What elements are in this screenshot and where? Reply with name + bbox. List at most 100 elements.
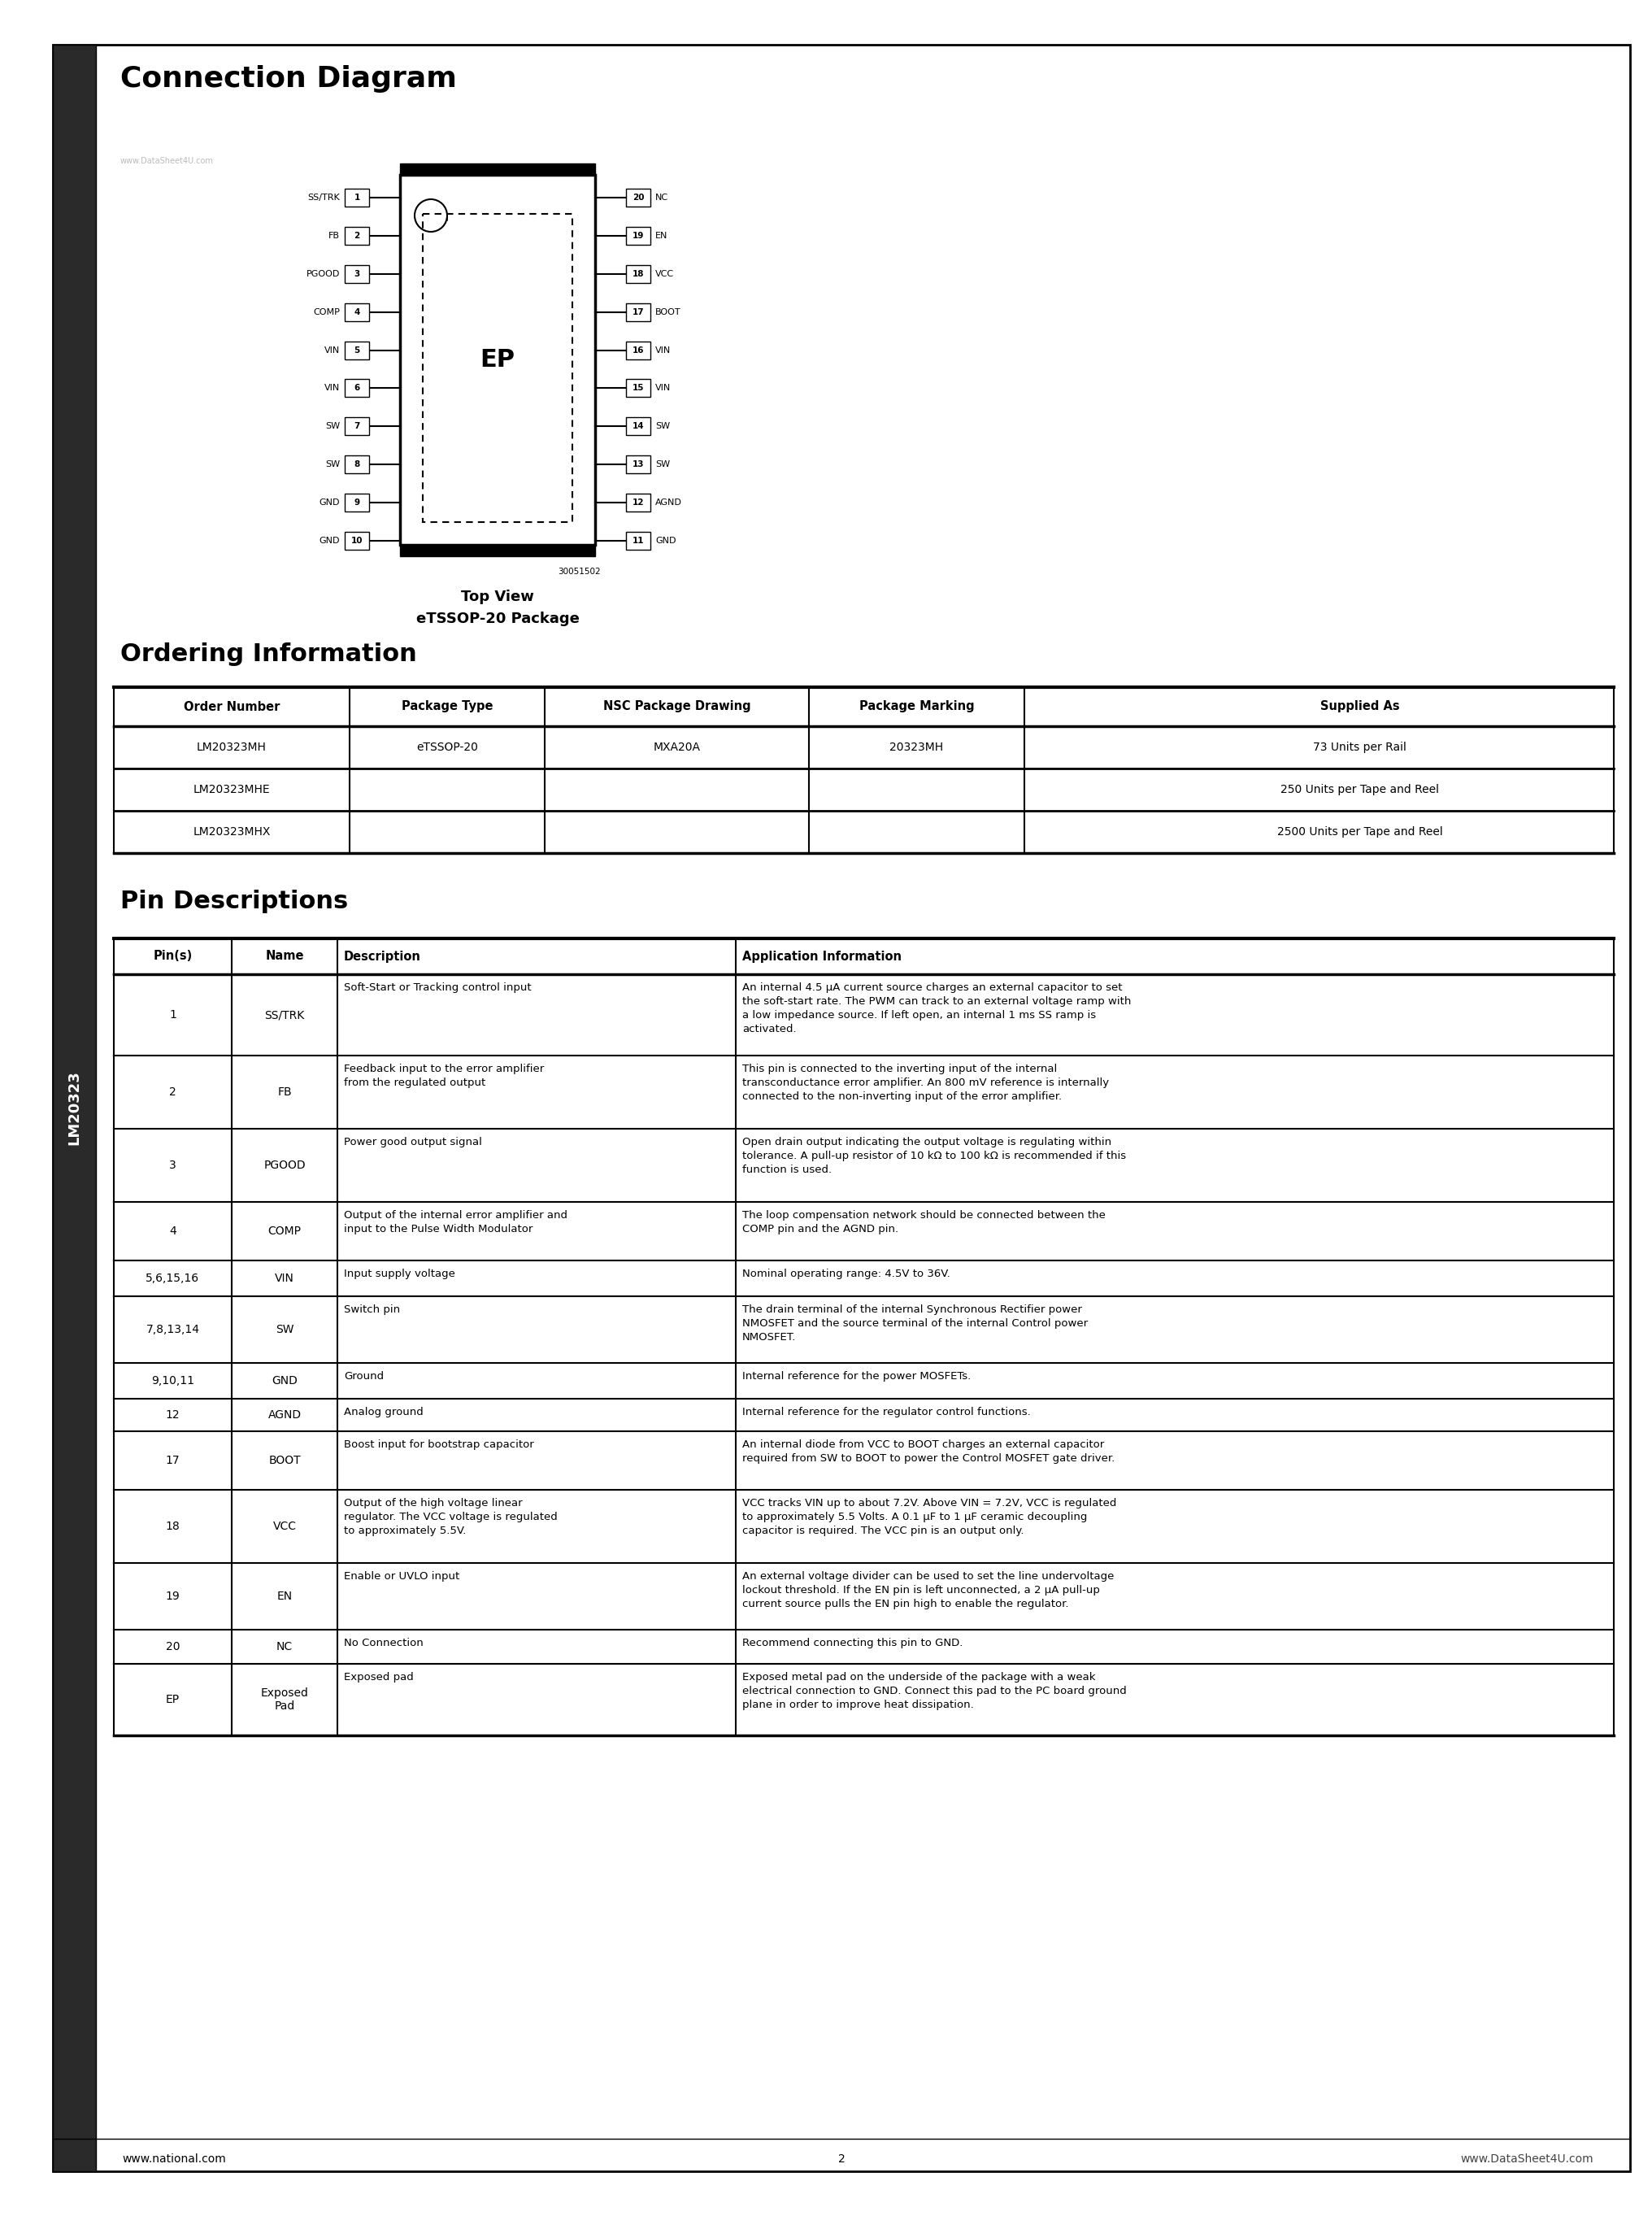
- Text: COMP pin and the AGND pin.: COMP pin and the AGND pin.: [742, 1223, 899, 1234]
- Text: SW: SW: [325, 423, 340, 430]
- Text: The drain terminal of the internal Synchronous Rectifier power: The drain terminal of the internal Synch…: [742, 1305, 1082, 1314]
- Text: An internal diode from VCC to BOOT charges an external capacitor: An internal diode from VCC to BOOT charg…: [742, 1440, 1104, 1449]
- Text: 19: 19: [165, 1591, 180, 1602]
- Text: 2500 Units per Tape and Reel: 2500 Units per Tape and Reel: [1277, 827, 1442, 838]
- Text: Analog ground: Analog ground: [344, 1407, 423, 1418]
- Text: SW: SW: [654, 423, 669, 430]
- Text: GND: GND: [271, 1376, 297, 1387]
- Text: plane in order to improve heat dissipation.: plane in order to improve heat dissipati…: [742, 1700, 973, 1711]
- Text: 20: 20: [633, 193, 644, 202]
- Text: NMOSFET.: NMOSFET.: [742, 1332, 796, 1343]
- Text: Exposed pad: Exposed pad: [344, 1671, 413, 1682]
- Text: to approximately 5.5 Volts. A 0.1 μF to 1 μF ceramic decoupling: to approximately 5.5 Volts. A 0.1 μF to …: [742, 1511, 1087, 1522]
- Text: 4: 4: [169, 1225, 177, 1237]
- Text: NC: NC: [276, 1642, 292, 1653]
- Bar: [345, 494, 368, 512]
- Text: tolerance. A pull-up resistor of 10 kΩ to 100 kΩ is recommended if this: tolerance. A pull-up resistor of 10 kΩ t…: [742, 1150, 1125, 1161]
- Text: input to the Pulse Width Modulator: input to the Pulse Width Modulator: [344, 1223, 532, 1234]
- Text: electrical connection to GND. Connect this pad to the PC board ground: electrical connection to GND. Connect th…: [742, 1686, 1127, 1697]
- Bar: [345, 226, 368, 244]
- Text: LM20323MHX: LM20323MHX: [193, 827, 271, 838]
- Text: The loop compensation network should be connected between the: The loop compensation network should be …: [742, 1210, 1105, 1221]
- Text: 20: 20: [165, 1642, 180, 1653]
- Text: Pad: Pad: [274, 1700, 294, 1711]
- Text: SS/TRK: SS/TRK: [307, 193, 340, 202]
- Text: VIN: VIN: [324, 383, 340, 392]
- Text: 30051502: 30051502: [557, 567, 600, 576]
- Text: www.DataSheet4U.com: www.DataSheet4U.com: [121, 157, 213, 164]
- Text: NMOSFET and the source terminal of the internal Control power: NMOSFET and the source terminal of the i…: [742, 1319, 1087, 1330]
- Text: lockout threshold. If the EN pin is left unconnected, a 2 μA pull-up: lockout threshold. If the EN pin is left…: [742, 1584, 1099, 1596]
- Text: Output of the internal error amplifier and: Output of the internal error amplifier a…: [344, 1210, 567, 1221]
- Text: function is used.: function is used.: [742, 1166, 831, 1174]
- Text: No Connection: No Connection: [344, 1638, 423, 1649]
- Bar: [626, 226, 651, 244]
- Text: PGOOD: PGOOD: [263, 1159, 306, 1170]
- Text: activated.: activated.: [742, 1024, 796, 1035]
- Text: 7,8,13,14: 7,8,13,14: [145, 1323, 200, 1336]
- Text: COMP: COMP: [312, 308, 340, 317]
- Bar: [400, 164, 595, 175]
- Text: 9: 9: [354, 499, 360, 507]
- Bar: [345, 266, 368, 284]
- Text: FB: FB: [329, 233, 340, 239]
- Text: regulator. The VCC voltage is regulated: regulator. The VCC voltage is regulated: [344, 1511, 557, 1522]
- Text: 250 Units per Tape and Reel: 250 Units per Tape and Reel: [1280, 784, 1439, 796]
- Text: Recommend connecting this pin to GND.: Recommend connecting this pin to GND.: [742, 1638, 963, 1649]
- Text: 7: 7: [354, 423, 360, 430]
- Bar: [345, 532, 368, 550]
- Text: Order Number: Order Number: [183, 700, 279, 714]
- Text: Internal reference for the power MOSFETs.: Internal reference for the power MOSFETs…: [742, 1372, 970, 1381]
- Text: COMP: COMP: [268, 1225, 301, 1237]
- Text: a low impedance source. If left open, an internal 1 ms SS ramp is: a low impedance source. If left open, an…: [742, 1010, 1095, 1022]
- Text: VIN: VIN: [274, 1272, 294, 1283]
- Text: required from SW to BOOT to power the Control MOSFET gate driver.: required from SW to BOOT to power the Co…: [742, 1454, 1113, 1465]
- Text: 3: 3: [354, 270, 360, 277]
- Text: Description: Description: [344, 951, 421, 962]
- Text: 18: 18: [165, 1520, 180, 1531]
- Text: Package Type: Package Type: [401, 700, 492, 714]
- Text: Connection Diagram: Connection Diagram: [121, 64, 456, 93]
- Bar: [626, 494, 651, 512]
- Bar: [53, 44, 96, 2172]
- Bar: [626, 266, 651, 284]
- Text: An internal 4.5 μA current source charges an external capacitor to set: An internal 4.5 μA current source charge…: [742, 982, 1122, 993]
- Text: SW: SW: [654, 461, 669, 468]
- Text: BOOT: BOOT: [654, 308, 681, 317]
- Text: capacitor is required. The VCC pin is an output only.: capacitor is required. The VCC pin is an…: [742, 1525, 1024, 1536]
- Bar: [626, 417, 651, 434]
- Text: VCC: VCC: [654, 270, 674, 277]
- Text: 6: 6: [354, 383, 360, 392]
- Text: Ground: Ground: [344, 1372, 383, 1381]
- Text: Internal reference for the regulator control functions.: Internal reference for the regulator con…: [742, 1407, 1031, 1418]
- Text: GND: GND: [319, 536, 340, 545]
- Text: Top View: Top View: [461, 589, 534, 605]
- Bar: [626, 456, 651, 474]
- Text: AGND: AGND: [268, 1409, 301, 1420]
- Text: EP: EP: [165, 1693, 180, 1706]
- Text: MXA20A: MXA20A: [653, 742, 700, 753]
- Text: 19: 19: [633, 233, 644, 239]
- Text: 9,10,11: 9,10,11: [150, 1376, 195, 1387]
- Text: LM20323MH: LM20323MH: [197, 742, 266, 753]
- Text: 20323MH: 20323MH: [889, 742, 943, 753]
- Text: This pin is connected to the inverting input of the internal: This pin is connected to the inverting i…: [742, 1064, 1057, 1075]
- Text: Package Marking: Package Marking: [859, 700, 973, 714]
- Text: VIN: VIN: [324, 346, 340, 355]
- Text: SS/TRK: SS/TRK: [264, 1008, 304, 1022]
- Bar: [345, 456, 368, 474]
- Text: An external voltage divider can be used to set the line undervoltage: An external voltage divider can be used …: [742, 1571, 1113, 1582]
- Text: PGOOD: PGOOD: [306, 270, 340, 277]
- Text: Input supply voltage: Input supply voltage: [344, 1268, 454, 1279]
- Text: FB: FB: [278, 1086, 291, 1097]
- Text: 5,6,15,16: 5,6,15,16: [145, 1272, 200, 1283]
- Text: Switch pin: Switch pin: [344, 1305, 400, 1314]
- Text: VIN: VIN: [654, 383, 671, 392]
- Bar: [423, 215, 572, 523]
- Text: GND: GND: [319, 499, 340, 507]
- Bar: [400, 545, 595, 556]
- Text: 73 Units per Rail: 73 Units per Rail: [1312, 742, 1406, 753]
- Text: Enable or UVLO input: Enable or UVLO input: [344, 1571, 459, 1582]
- Text: 1: 1: [169, 1008, 177, 1022]
- Text: Nominal operating range: 4.5V to 36V.: Nominal operating range: 4.5V to 36V.: [742, 1268, 950, 1279]
